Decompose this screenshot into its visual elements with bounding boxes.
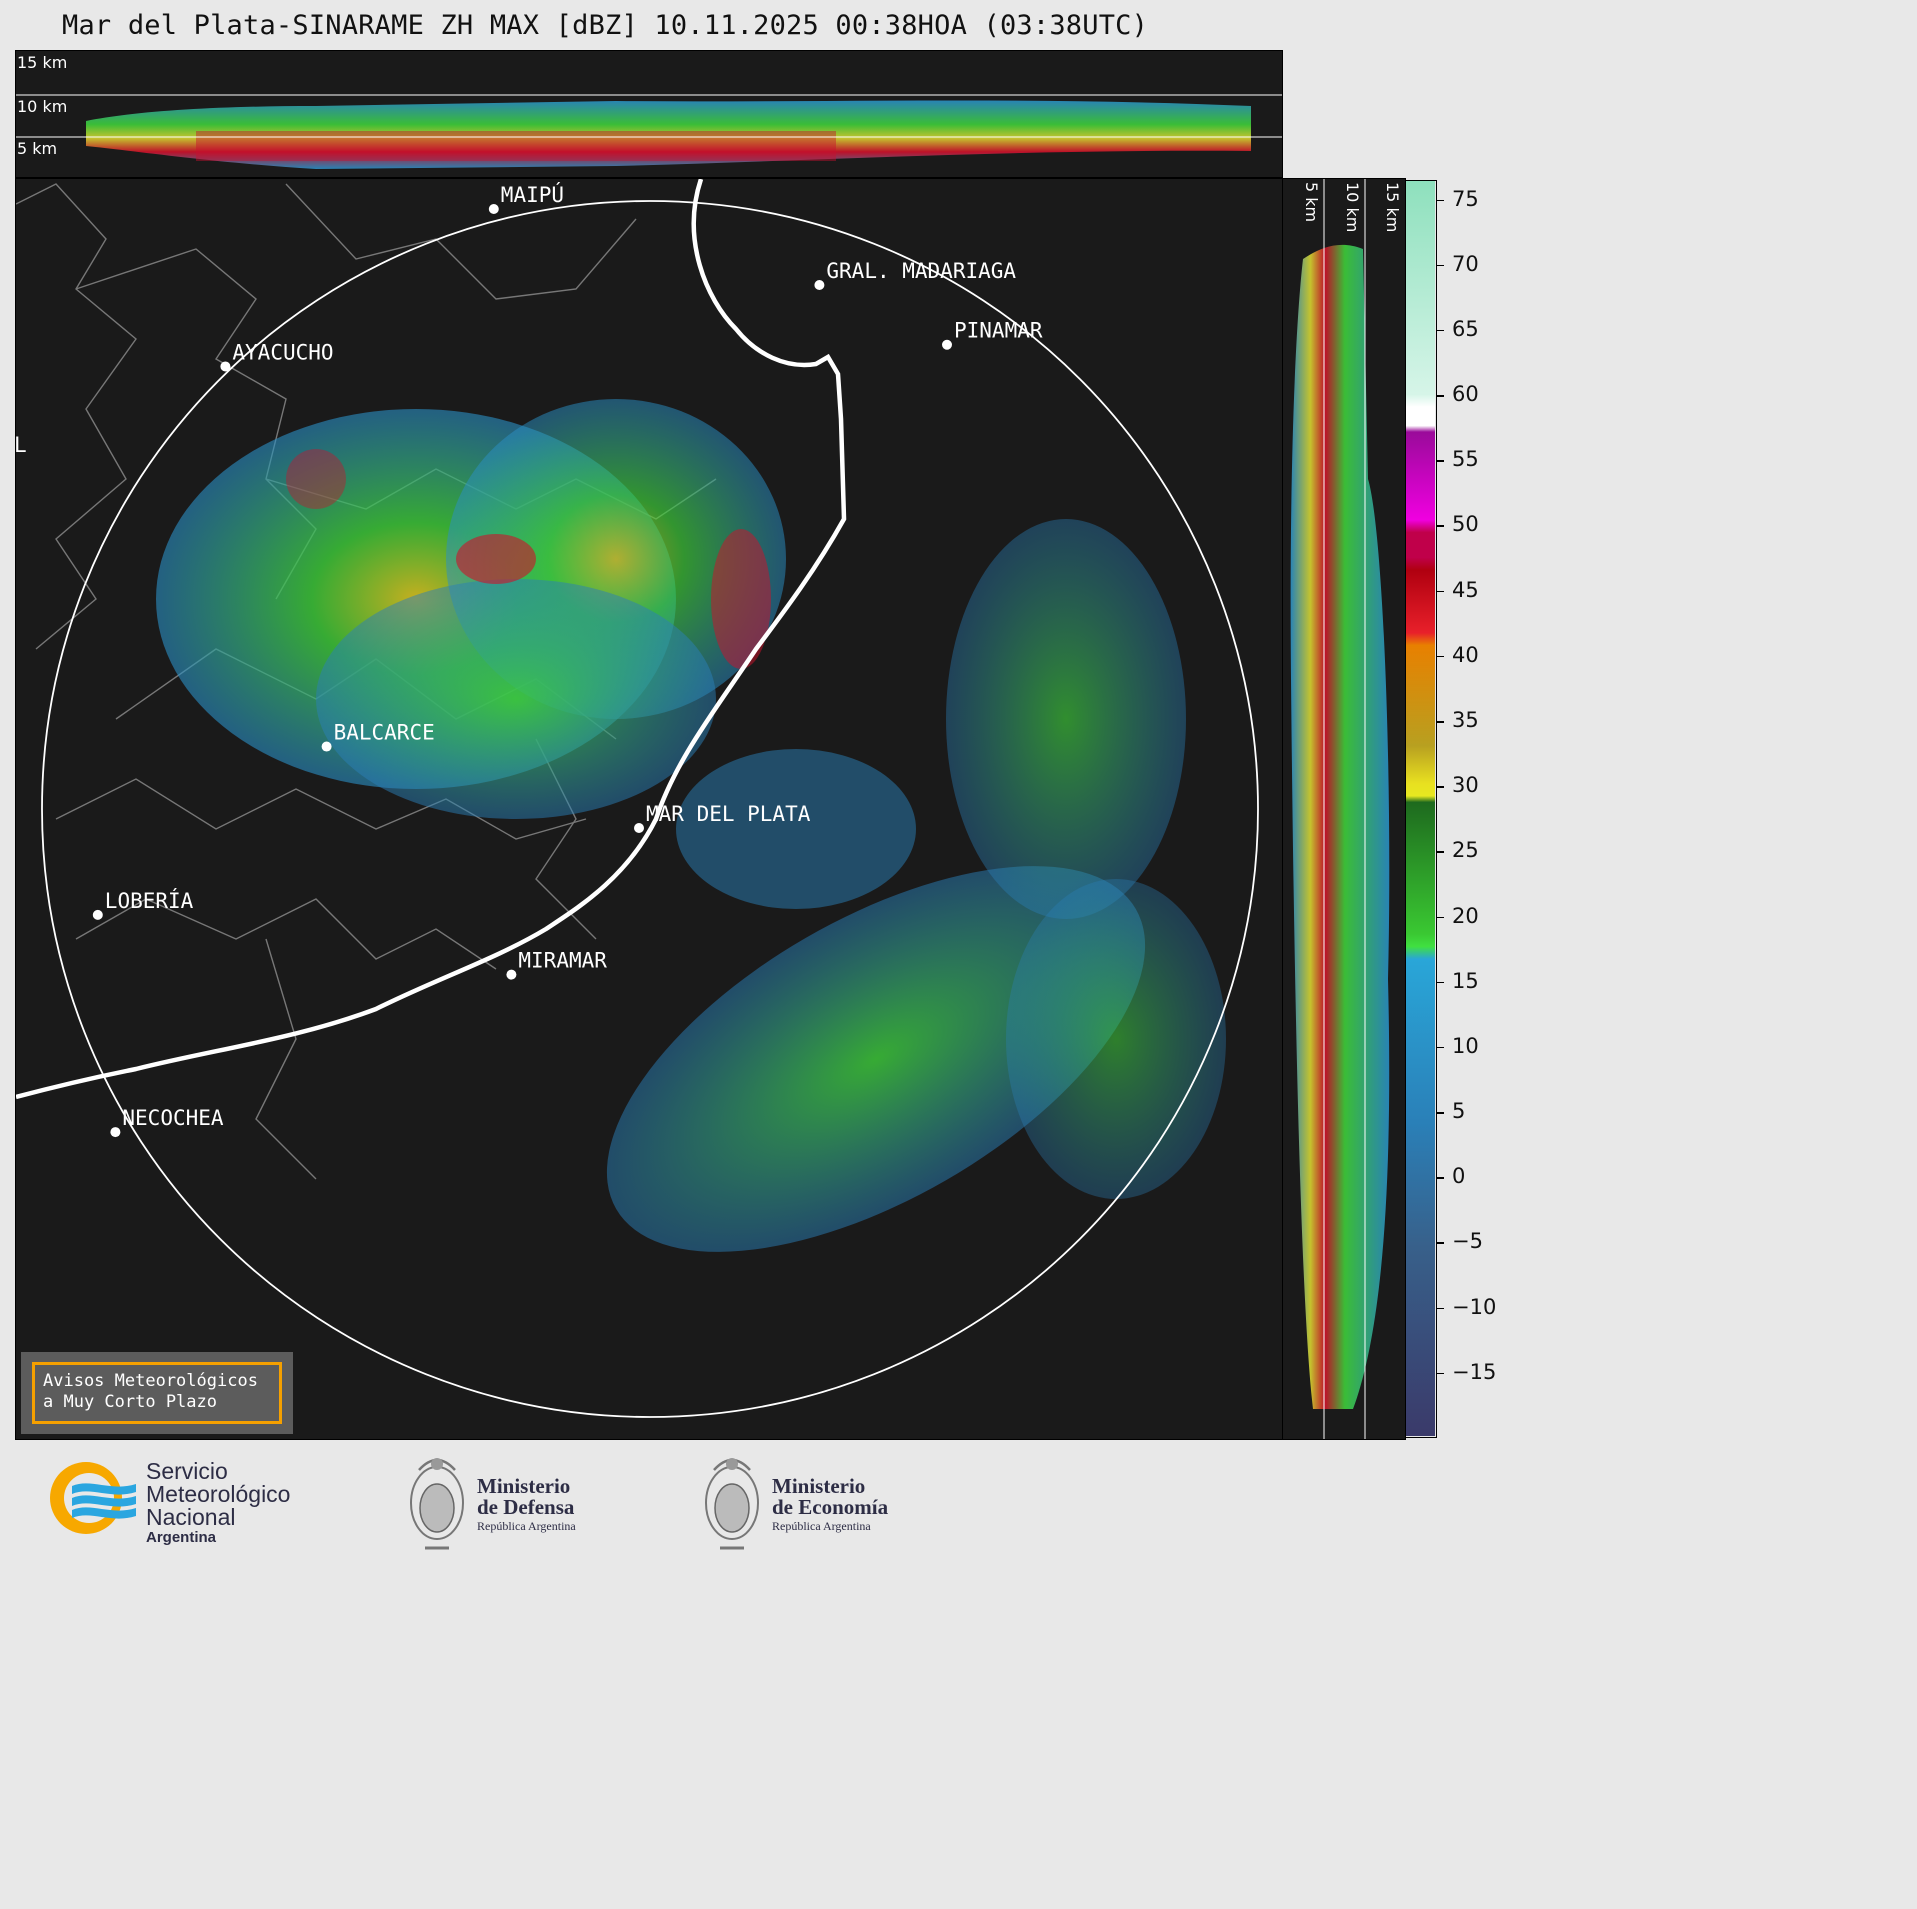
range-ring [41,200,1259,1418]
colorbar-tick-label: 70 [1452,251,1479,276]
radar-map: GRAL. ALVEARLAS FLORESDOLORESSAN C. DEL … [15,178,1283,1440]
city-label: MIRAMAR [518,949,607,973]
city-label: TANDIL [16,433,27,457]
city-marker [220,361,231,372]
city-marker [488,203,499,214]
colorbar-tick-label: 5 [1452,1099,1466,1124]
colorbar-tick-label: 55 [1452,447,1479,472]
colorbar-tick [1437,395,1444,397]
top-label-10km: 10 km [17,97,68,116]
colorbar-tick-label: 15 [1452,968,1479,993]
colorbar-tick [1437,786,1444,788]
colorbar-tick [1437,1112,1444,1114]
colorbar-tick-label: 10 [1452,1033,1479,1058]
colorbar-tick [1437,1177,1444,1179]
city-marker [321,741,332,752]
city-marker [814,280,825,290]
city-label: MAIPÚ [501,182,564,207]
colorbar-tick-label: 25 [1452,838,1479,863]
side-label-15km: 15 km [1383,182,1402,233]
colorbar-tick [1437,851,1444,853]
smn-line1: Servicio [146,1458,228,1484]
colorbar-tick-label: 0 [1452,1164,1466,1189]
city-label: LOBERÍA [105,888,194,913]
colorbar-tick-label: 50 [1452,512,1479,537]
city-label: PINAMAR [954,319,1043,343]
city-label: NECOCHEA [122,1106,224,1130]
colorbar-tick-label: 75 [1452,186,1479,211]
chart-title: Mar del Plata-SINARAME ZH MAX [dBZ] 10.1… [62,10,1149,41]
defensa-line1: Ministerio [477,1474,571,1498]
top-echo-band [86,100,1251,169]
defensa-line2: de Defensa [477,1495,575,1519]
top-label-15km: 15 km [17,53,68,72]
smn-line3: Nacional [146,1504,236,1530]
city-marker [942,339,952,350]
colorbar-tick [1437,264,1444,267]
colorbar-tick-label: 45 [1452,577,1479,602]
economia-logo: Ministerio de Economía República Argenti… [700,1448,940,1553]
colorbar-tick [1437,981,1444,984]
colorbar-tick [1437,1046,1444,1049]
defensa-logo: Ministerio de Defensa República Argentin… [405,1448,625,1553]
side-height-profile: 5 km 10 km 15 km [1282,178,1406,1440]
city-label: MAR DEL PLATA [646,802,811,826]
defensa-line3: República Argentina [477,1519,576,1533]
avisos-notice: Avisos Meteorológicos a Muy Corto Plazo [21,1352,293,1434]
avisos-line1: Avisos Meteorológicos [43,1371,258,1391]
colorbar-tick-label: 35 [1452,708,1479,732]
city-marker [92,909,103,920]
smn-line4: Argentina [146,1529,217,1546]
smn-line2: Meteorológico [146,1481,291,1507]
colorbar-tick-label: 40 [1452,642,1479,667]
colorbar-tick [1437,329,1444,332]
economia-line1: Ministerio [772,1474,866,1498]
city-marker [506,969,517,980]
colorbar-tick [1437,1372,1444,1375]
side-label-10km: 10 km [1343,182,1362,233]
colorbar-tick-label: −15 [1452,1359,1497,1384]
city-marker [634,823,644,833]
city-label: BALCARCE [334,721,435,745]
side-echo-band [1290,244,1390,1409]
colorbar-tick-label: 60 [1452,382,1479,407]
colorbar-tick [1437,1242,1444,1244]
colorbar-tick [1437,721,1444,723]
top-label-5km: 5 km [17,139,58,158]
city-label: AYACUCHO [232,340,333,364]
colorbar-tick [1437,199,1444,202]
colorbar-tick-label: 30 [1452,773,1479,798]
coat-of-arms-icon [705,1458,759,1550]
avisos-line2: a Muy Corto Plazo [43,1392,217,1412]
city-label: GRAL. MADARIAGA [826,259,1016,283]
economia-line3: República Argentina [772,1519,871,1533]
side-label-5km: 5 km [1302,182,1321,223]
colorbar [1405,180,1437,1438]
colorbar-tick [1437,1307,1444,1310]
colorbar-tick [1437,525,1444,527]
colorbar-tick [1437,916,1444,919]
colorbar-tick-label: −5 [1452,1229,1483,1254]
city-marker [110,1127,121,1138]
colorbar-tick-label: 65 [1452,316,1479,341]
colorbar-tick [1437,590,1444,593]
coastline [16,179,847,1100]
colorbar-tick-label: 20 [1452,903,1479,928]
coat-of-arms-icon [410,1458,464,1550]
economia-line2: de Economía [772,1495,889,1519]
colorbar-tick-label: −10 [1452,1294,1497,1319]
colorbar-tick [1437,655,1444,658]
colorbar-tick [1437,460,1444,462]
smn-logo: Servicio Meteorológico Nacional Argentin… [46,1458,326,1548]
top-height-profile: 15 km 10 km 5 km [15,50,1283,178]
